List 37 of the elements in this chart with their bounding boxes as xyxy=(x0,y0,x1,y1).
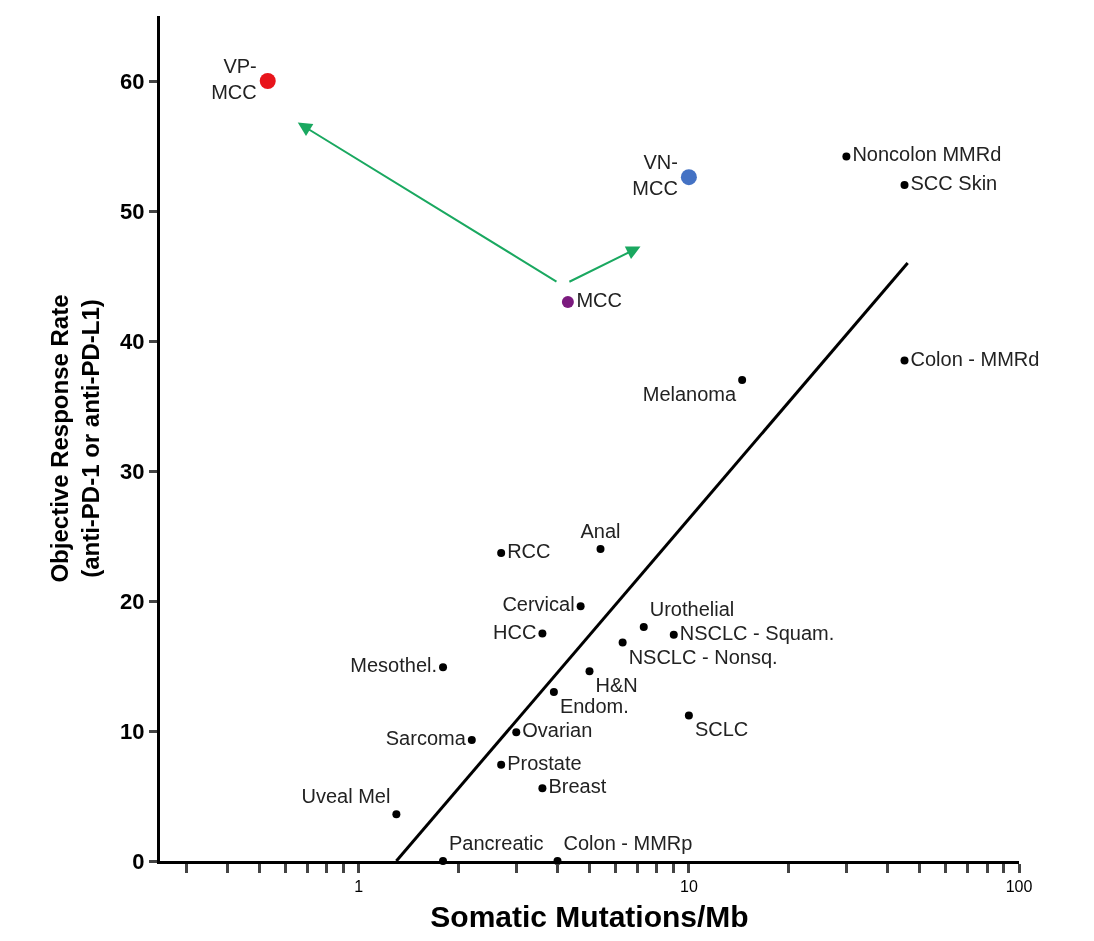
series-label: SCC Skin xyxy=(910,172,998,194)
x-axis-title: Somatic Mutations/Mb xyxy=(430,899,749,933)
y-tick-label: 60 xyxy=(120,68,145,94)
y-tick-label: 40 xyxy=(120,328,145,354)
series-label: Uveal Mel xyxy=(301,785,391,808)
series-label: Melanoma xyxy=(642,383,738,405)
y-tick-label: 0 xyxy=(132,848,145,874)
series-label: Mesothel. xyxy=(350,654,438,677)
series-label: Urothelial xyxy=(649,598,735,620)
series-label: Cervical xyxy=(502,593,575,616)
series-label: Pancreatic xyxy=(449,832,544,854)
series-label: NSCLC - Nonsq. xyxy=(628,645,778,668)
series-label: HCC xyxy=(493,620,537,643)
y-tick-label: 10 xyxy=(120,718,145,744)
y-tick-label: 50 xyxy=(120,198,145,224)
y-axis-title: Objective Response Rate (anti-PD-1 or anti-PD-L1) xyxy=(46,294,105,583)
series-label: MCC xyxy=(576,289,622,311)
series-label: RCC xyxy=(507,539,551,562)
series-label: Colon - MMRd xyxy=(910,347,1040,370)
y-tick-label: 20 xyxy=(120,588,145,614)
series-label: SCLC xyxy=(694,718,749,741)
series-label: VN- MCC xyxy=(632,151,678,200)
x-tick-label: 1 xyxy=(354,878,364,896)
series-label: Colon - MMRp xyxy=(563,832,693,854)
x-tick-label: 100 xyxy=(1005,878,1033,896)
series-label: Sarcoma xyxy=(385,727,467,750)
series-label: Noncolon MMRd xyxy=(852,143,1002,166)
series-label: NSCLC - Squam. xyxy=(679,621,835,644)
series-label: Breast xyxy=(548,775,607,798)
series-label: Anal xyxy=(580,520,621,542)
series-label: VP- MCC xyxy=(211,55,257,103)
series-label: Ovarian xyxy=(522,719,593,742)
y-tick-label: 30 xyxy=(120,458,145,484)
series-label: Endom. xyxy=(559,695,629,717)
series-label: H&N xyxy=(595,674,638,697)
series-label: Prostate xyxy=(507,751,582,774)
x-tick-label: 10 xyxy=(679,878,698,896)
